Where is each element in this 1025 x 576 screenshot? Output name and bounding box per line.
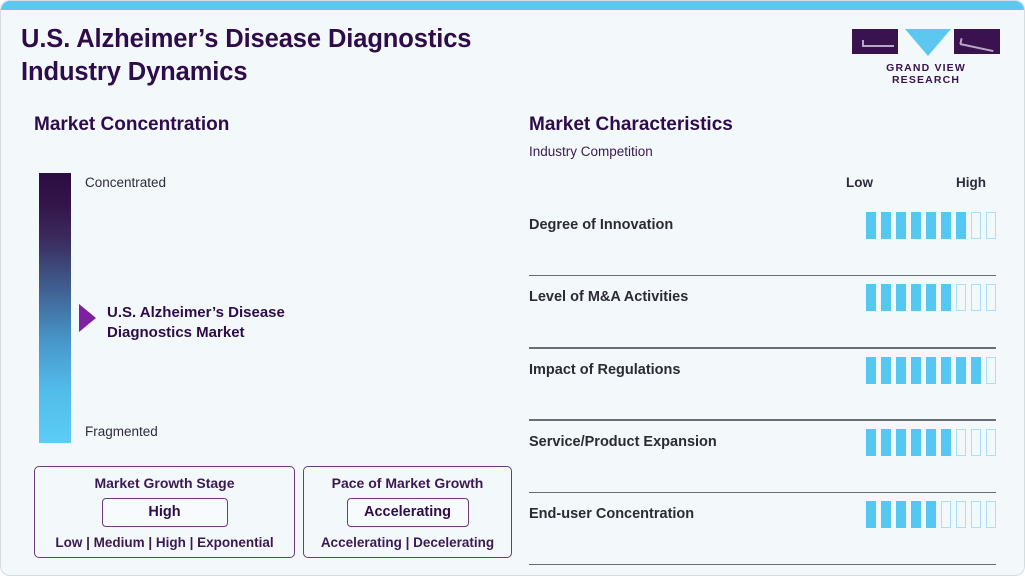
logo-rect-left-icon [852,29,898,54]
rating-tick-filled [926,284,936,312]
concentration-marker-arrow-icon [79,304,96,332]
market-growth-stage-title: Market Growth Stage [94,475,235,491]
concentration-marker-label-line-1: U.S. Alzheimer’s Disease [107,304,285,321]
pace-of-market-growth-value[interactable]: Accelerating [346,498,469,527]
characteristic-row: Impact of Regulations [529,349,996,421]
characteristic-label: Degree of Innovation [529,217,674,233]
rating-tick-filled [881,501,891,529]
market-concentration-heading: Market Concentration [34,114,230,135]
row-divider [529,563,996,566]
row-divider [529,274,996,277]
rating-tick-filled [971,356,981,384]
characteristic-row: Level of M&A Activities [529,276,996,349]
page-title: U.S. Alzheimer’s Disease Diagnostics Ind… [21,23,661,88]
rating-tick-filled [896,356,906,384]
market-characteristics-subheading: Industry Competition [529,144,653,159]
rating-tick-filled [896,428,906,456]
rating-tick-filled [896,212,906,239]
logo-triangle-icon [905,29,951,56]
grand-view-research-logo: GRAND VIEW RESEARCH [852,27,1000,86]
top-accent-bar [1,1,1024,10]
characteristic-rating-bars [866,428,996,456]
rating-tick-empty [956,284,966,312]
market-characteristics-rows: Degree of Innovation Level of M&A Activit… [529,204,996,566]
pace-of-market-growth-options: Accelerating | Decelerating [320,535,495,550]
rating-tick-filled [956,212,966,239]
pace-of-market-growth-title: Pace of Market Growth [331,475,484,491]
rating-tick-empty [941,501,951,529]
rating-tick-empty [986,501,996,529]
concentration-marker-label: U.S. Alzheimer’s Disease Diagnostics Mar… [107,303,337,344]
rating-tick-filled [881,428,891,456]
logo-rect-right-icon [954,29,1000,54]
rating-tick-filled [941,212,951,239]
concentration-gradient-scale [39,173,71,443]
characteristic-label: End-user Concentration [529,506,695,523]
characteristic-row: Degree of Innovation [529,204,996,277]
rating-tick-filled [866,356,876,384]
rating-tick-empty [986,356,996,384]
logo-wordmark: GRAND VIEW RESEARCH [886,62,966,86]
rating-tick-filled [926,501,936,529]
market-growth-stage-value[interactable]: High [101,498,228,527]
rating-tick-filled [941,428,951,456]
rating-tick-filled [896,284,906,312]
rating-tick-empty [956,428,966,456]
rating-tick-empty [986,428,996,456]
market-characteristics-heading: Market Characteristics [529,114,733,135]
concentration-bottom-label: Fragmented [85,424,158,439]
concentration-top-label: Concentrated [85,175,167,190]
rating-tick-empty [986,212,996,239]
pace-of-market-growth-box[interactable]: Pace of Market Growth Accelerating Accel… [303,466,512,558]
market-growth-stage-box[interactable]: Market Growth Stage High Low | Medium | … [34,466,295,558]
rating-tick-filled [941,356,951,384]
rating-tick-filled [866,284,876,312]
rating-tick-filled [881,212,891,239]
characteristic-label: Service/Product Expansion [529,433,717,450]
scale-label-high: High [956,175,986,190]
characteristic-rating-bars [866,284,996,312]
rating-tick-filled [911,284,921,312]
page-title-line-2: Industry Dynamics [21,57,248,86]
rating-tick-empty [971,428,981,456]
scale-label-low: Low [846,175,873,190]
rating-tick-filled [911,428,921,456]
rating-tick-filled [866,428,876,456]
row-divider [529,347,996,349]
characteristic-row: Service/Product Expansion [529,421,996,494]
rating-tick-filled [926,212,936,239]
rating-tick-filled [881,356,891,384]
rating-tick-filled [881,284,891,312]
characteristic-label: Impact of Regulations [529,361,681,378]
row-divider [529,419,996,421]
rating-tick-filled [926,356,936,384]
characteristic-rating-bars [866,501,996,529]
rating-tick-empty [956,501,966,529]
rating-tick-filled [911,212,921,239]
characteristic-rating-bars [866,212,996,239]
rating-tick-filled [941,284,951,312]
rating-tick-filled [956,356,966,384]
row-divider [529,491,996,494]
rating-tick-empty [971,284,981,312]
rating-tick-empty [971,501,981,529]
rating-tick-filled [896,501,906,529]
rating-tick-filled [926,428,936,456]
rating-tick-empty [986,284,996,312]
page-title-line-1: U.S. Alzheimer’s Disease Diagnostics [21,25,472,53]
rating-tick-filled [866,212,876,239]
rating-tick-filled [911,356,921,384]
characteristic-row: End-user Concentration [529,493,996,566]
rating-tick-filled [911,501,921,529]
market-growth-stage-options: Low | Medium | High | Exponential [55,535,274,550]
characteristic-label: Level of M&A Activities [529,289,689,306]
concentration-marker-label-line-2: Diagnostics Market [107,324,245,342]
logo-mark-icon [852,27,1000,56]
rating-tick-empty [971,212,981,239]
characteristic-rating-bars [866,356,996,384]
rating-tick-filled [866,501,876,529]
